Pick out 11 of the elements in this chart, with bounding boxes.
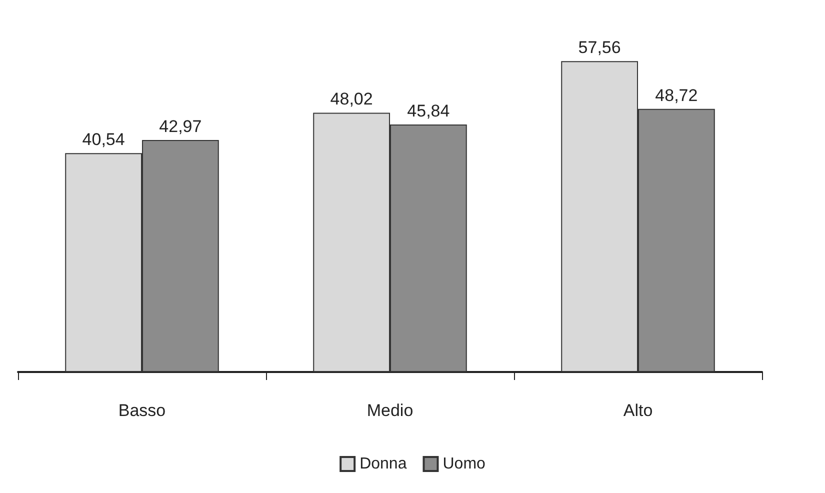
x-tick-label: Medio xyxy=(366,401,414,420)
data-label: 40,54 xyxy=(82,130,125,150)
data-label: 45,84 xyxy=(407,101,450,120)
x-tick-label: Basso xyxy=(118,401,166,420)
data-label: 48,02 xyxy=(330,90,373,109)
x-tick-label: Alto xyxy=(623,401,653,420)
data-label: 48,72 xyxy=(655,86,698,105)
legend-label: Donna xyxy=(360,456,407,472)
data-label: 42,97 xyxy=(159,116,202,136)
legend-label: Uomo xyxy=(442,456,486,472)
data-label: 57,56 xyxy=(578,38,621,58)
